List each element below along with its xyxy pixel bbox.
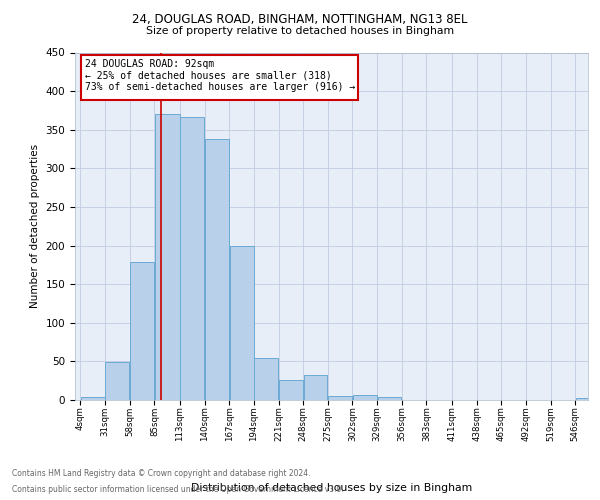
Text: 24 DOUGLAS ROAD: 92sqm: 24 DOUGLAS ROAD: 92sqm bbox=[85, 58, 214, 68]
Y-axis label: Number of detached properties: Number of detached properties bbox=[30, 144, 40, 308]
Bar bbox=[230, 246, 254, 400]
X-axis label: Distribution of detached houses by size in Bingham: Distribution of detached houses by size … bbox=[191, 483, 472, 493]
Bar bbox=[353, 396, 377, 400]
Bar bbox=[130, 262, 154, 400]
Bar bbox=[254, 358, 278, 400]
Bar bbox=[155, 114, 179, 400]
Text: 73% of semi-detached houses are larger (916) →: 73% of semi-detached houses are larger (… bbox=[85, 82, 355, 92]
Bar bbox=[81, 397, 105, 400]
Bar bbox=[205, 139, 229, 400]
Bar bbox=[328, 396, 352, 400]
Bar bbox=[181, 116, 204, 400]
Text: 24, DOUGLAS ROAD, BINGHAM, NOTTINGHAM, NG13 8EL: 24, DOUGLAS ROAD, BINGHAM, NOTTINGHAM, N… bbox=[132, 12, 468, 26]
Text: Size of property relative to detached houses in Bingham: Size of property relative to detached ho… bbox=[146, 26, 454, 36]
Text: ← 25% of detached houses are smaller (318): ← 25% of detached houses are smaller (31… bbox=[85, 70, 332, 81]
Bar bbox=[377, 397, 401, 400]
Bar bbox=[82, 55, 358, 100]
Bar bbox=[279, 380, 303, 400]
Text: Contains public sector information licensed under the Open Government Licence v3: Contains public sector information licen… bbox=[12, 485, 344, 494]
Bar bbox=[304, 376, 328, 400]
Bar bbox=[106, 362, 130, 400]
Text: Contains HM Land Registry data © Crown copyright and database right 2024.: Contains HM Land Registry data © Crown c… bbox=[12, 468, 311, 477]
Bar bbox=[575, 398, 599, 400]
